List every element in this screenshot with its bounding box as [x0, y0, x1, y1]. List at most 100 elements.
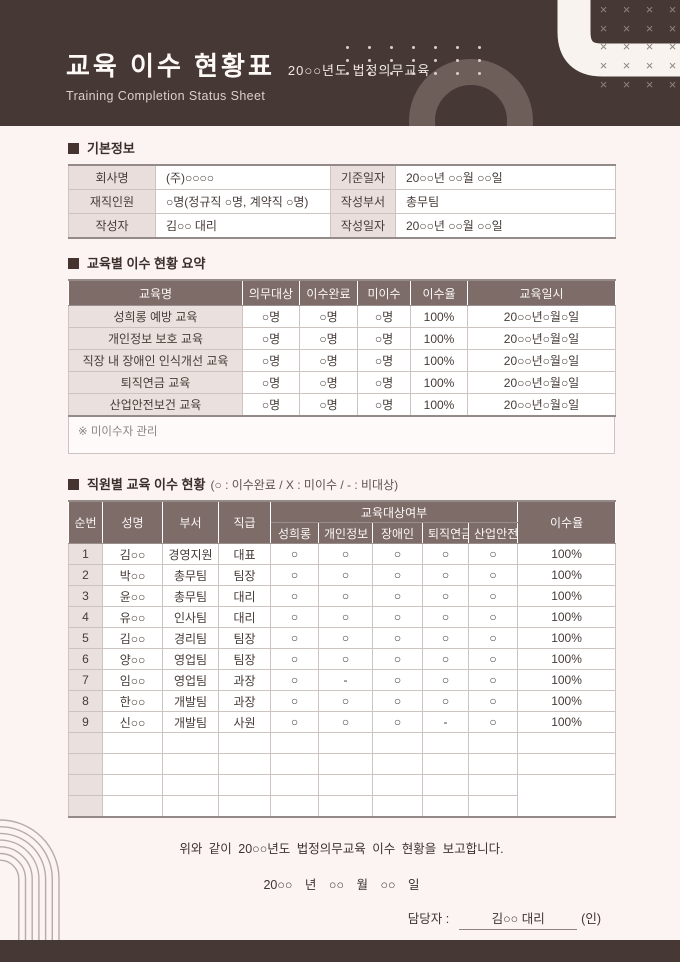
arc-line: [0, 826, 53, 940]
x-glyph-icon: ×: [645, 1, 654, 17]
staff-pos-cell: 대리: [218, 606, 271, 628]
course-date-cell: 20○○년○월○일: [467, 327, 616, 350]
col-header-pos: 직급: [218, 500, 271, 544]
staff-rate-cell: 100%: [517, 606, 617, 628]
staff-empty-cell: [270, 753, 319, 775]
staff-empty-cell: [218, 732, 271, 754]
staff-mark-cell: ○: [270, 564, 319, 586]
arc-line: [0, 852, 27, 940]
course-name-cell: 개인정보 보호 교육: [68, 327, 243, 350]
course-name-cell: 성희롱 예방 교육: [68, 305, 243, 328]
staff-empty-cell: [270, 774, 319, 796]
staff-pos-cell: 사원: [218, 711, 271, 733]
section-staff: 직원별 교육 이수 현황 (○ : 이수완료 / X : 미이수 / - : 비대…: [68, 474, 617, 818]
section-bullet-icon: [68, 143, 79, 154]
col-header-sub-safety: 산업안전: [467, 522, 519, 544]
staff-name-cell: 임○○: [102, 669, 163, 691]
dot-icon: [367, 46, 371, 49]
staff-mark-cell: ○: [422, 648, 469, 670]
basic-label-cell: 작성부서: [330, 189, 396, 214]
basic-label-cell: 작성자: [68, 213, 156, 239]
staff-rate-cell: 100%: [517, 711, 617, 733]
staff-empty-cell: [318, 795, 373, 818]
staff-mark-cell: ○: [372, 606, 423, 628]
x-glyph-icon: ×: [645, 58, 654, 74]
arc-decoration: [0, 819, 60, 940]
staff-row: 7 임○○ 영업팀 과장 ○ - ○ ○ ○ 100%: [68, 669, 617, 691]
staff-row: 6 양○○ 영업팀 팀장 ○ ○ ○ ○ ○ 100%: [68, 648, 617, 670]
x-glyph-icon: ×: [622, 39, 631, 55]
dot-icon: [367, 72, 371, 75]
staff-row: 5 김○○ 경리팀 팀장 ○ ○ ○ ○ ○ 100%: [68, 627, 617, 649]
completed-count-cell: ○명: [299, 393, 358, 417]
staff-no-cell: 5: [68, 627, 103, 649]
rate-cell: 100%: [410, 393, 468, 417]
section-title-staff-label: 직원별 교육 이수 현황: [87, 477, 206, 492]
staff-mark-cell: ○: [422, 690, 469, 712]
staff-empty-cell: [318, 774, 373, 796]
staff-empty-cell: [467, 753, 519, 775]
staff-dept-cell: 영업팀: [162, 648, 219, 670]
dot-icon: [411, 46, 415, 49]
staff-empty-cell: [422, 753, 469, 775]
dot-icon: [389, 59, 393, 62]
staff-rate-cell: [517, 774, 617, 818]
staff-rate-cell: 100%: [517, 669, 617, 691]
staff-empty-cell: [102, 795, 163, 818]
summary-row: 성희롱 예방 교육 ○명 ○명 ○명 100% 20○○년○월○일: [68, 305, 616, 328]
course-name-cell: 산업안전보건 교육: [68, 393, 243, 417]
staff-mark-cell: -: [422, 711, 469, 733]
course-name-cell: 퇴직연금 교육: [68, 371, 243, 394]
staff-mark-cell: ○: [372, 543, 423, 565]
staff-mark-cell: ○: [467, 627, 519, 649]
page-subtitle: 20○○년도 법정의무교육: [287, 63, 431, 78]
curved-band-decoration: [557, 0, 680, 77]
staff-row: 2 박○○ 총무팀 팀장 ○ ○ ○ ○ ○ 100%: [68, 564, 617, 586]
staff-mark-cell: ○: [270, 648, 319, 670]
section-title-staff: 직원별 교육 이수 현황 (○ : 이수완료 / X : 미이수 / - : 비대…: [68, 474, 615, 493]
staff-empty-cell: [318, 732, 373, 754]
staff-empty-cell: [162, 774, 219, 796]
sheet-content: 기본정보 회사명 (주)○○○○ 기준일자 20○○년 ○○월 ○○일 재직인원 ○명(정…: [68, 138, 617, 930]
staff-pos-cell: 대리: [218, 585, 271, 607]
basic-value-cell: 김○○ 대리: [155, 213, 331, 239]
dot-icon: [411, 72, 415, 75]
dot-icon: [477, 46, 481, 49]
col-header-completed: 이수완료: [299, 279, 358, 306]
staff-dept-cell: 총무팀: [162, 564, 219, 586]
staff-rate-cell: 100%: [517, 627, 617, 649]
staff-legend: (○ : 이수완료 / X : 미이수 / - : 비대상): [210, 478, 399, 492]
x-glyph-icon: ×: [668, 58, 677, 74]
staff-pos-cell: 과장: [218, 669, 271, 691]
basic-value-cell: ○명(정규직 ○명, 계약직 ○명): [155, 189, 331, 214]
note-text: ※ 미이수자 관리: [78, 426, 158, 438]
staff-no-cell: 3: [68, 585, 103, 607]
x-glyph-icon: ×: [599, 77, 608, 93]
dot-icon: [433, 59, 437, 62]
staff-mark-cell: ○: [318, 606, 373, 628]
staff-dept-cell: 경영지원: [162, 543, 219, 565]
rate-cell: 100%: [410, 371, 468, 394]
staff-empty-cell: [422, 732, 469, 754]
staff-pos-cell: 과장: [218, 690, 271, 712]
incomplete-count-cell: ○명: [357, 305, 411, 328]
report-date: 20○○ 년 ○○ 월 ○○ 일: [263, 878, 420, 892]
course-name-cell: 직장 내 장애인 인식개선 교육: [68, 349, 243, 372]
staff-mark-cell: ○: [318, 648, 373, 670]
staff-dept-cell: 개발팀: [162, 690, 219, 712]
course-date-cell: 20○○년○월○일: [467, 371, 616, 394]
dot-icon: [345, 46, 349, 49]
staff-pos-cell: 팀장: [218, 564, 271, 586]
staff-no-cell: 7: [68, 669, 103, 691]
staff-mark-cell: ○: [318, 690, 373, 712]
staff-rate-cell: 100%: [517, 648, 617, 670]
x-glyph-icon: ×: [645, 20, 654, 36]
staff-no-cell: 6: [68, 648, 103, 670]
staff-empty-cell: [102, 732, 163, 754]
dot-icon: [455, 59, 459, 62]
col-header-sub-pension: 퇴직연금: [422, 522, 469, 544]
manager-label: 담당자 :: [407, 912, 450, 926]
section-bullet-icon: [68, 258, 79, 269]
staff-mark-cell: ○: [467, 648, 519, 670]
staff-name-cell: 신○○: [102, 711, 163, 733]
